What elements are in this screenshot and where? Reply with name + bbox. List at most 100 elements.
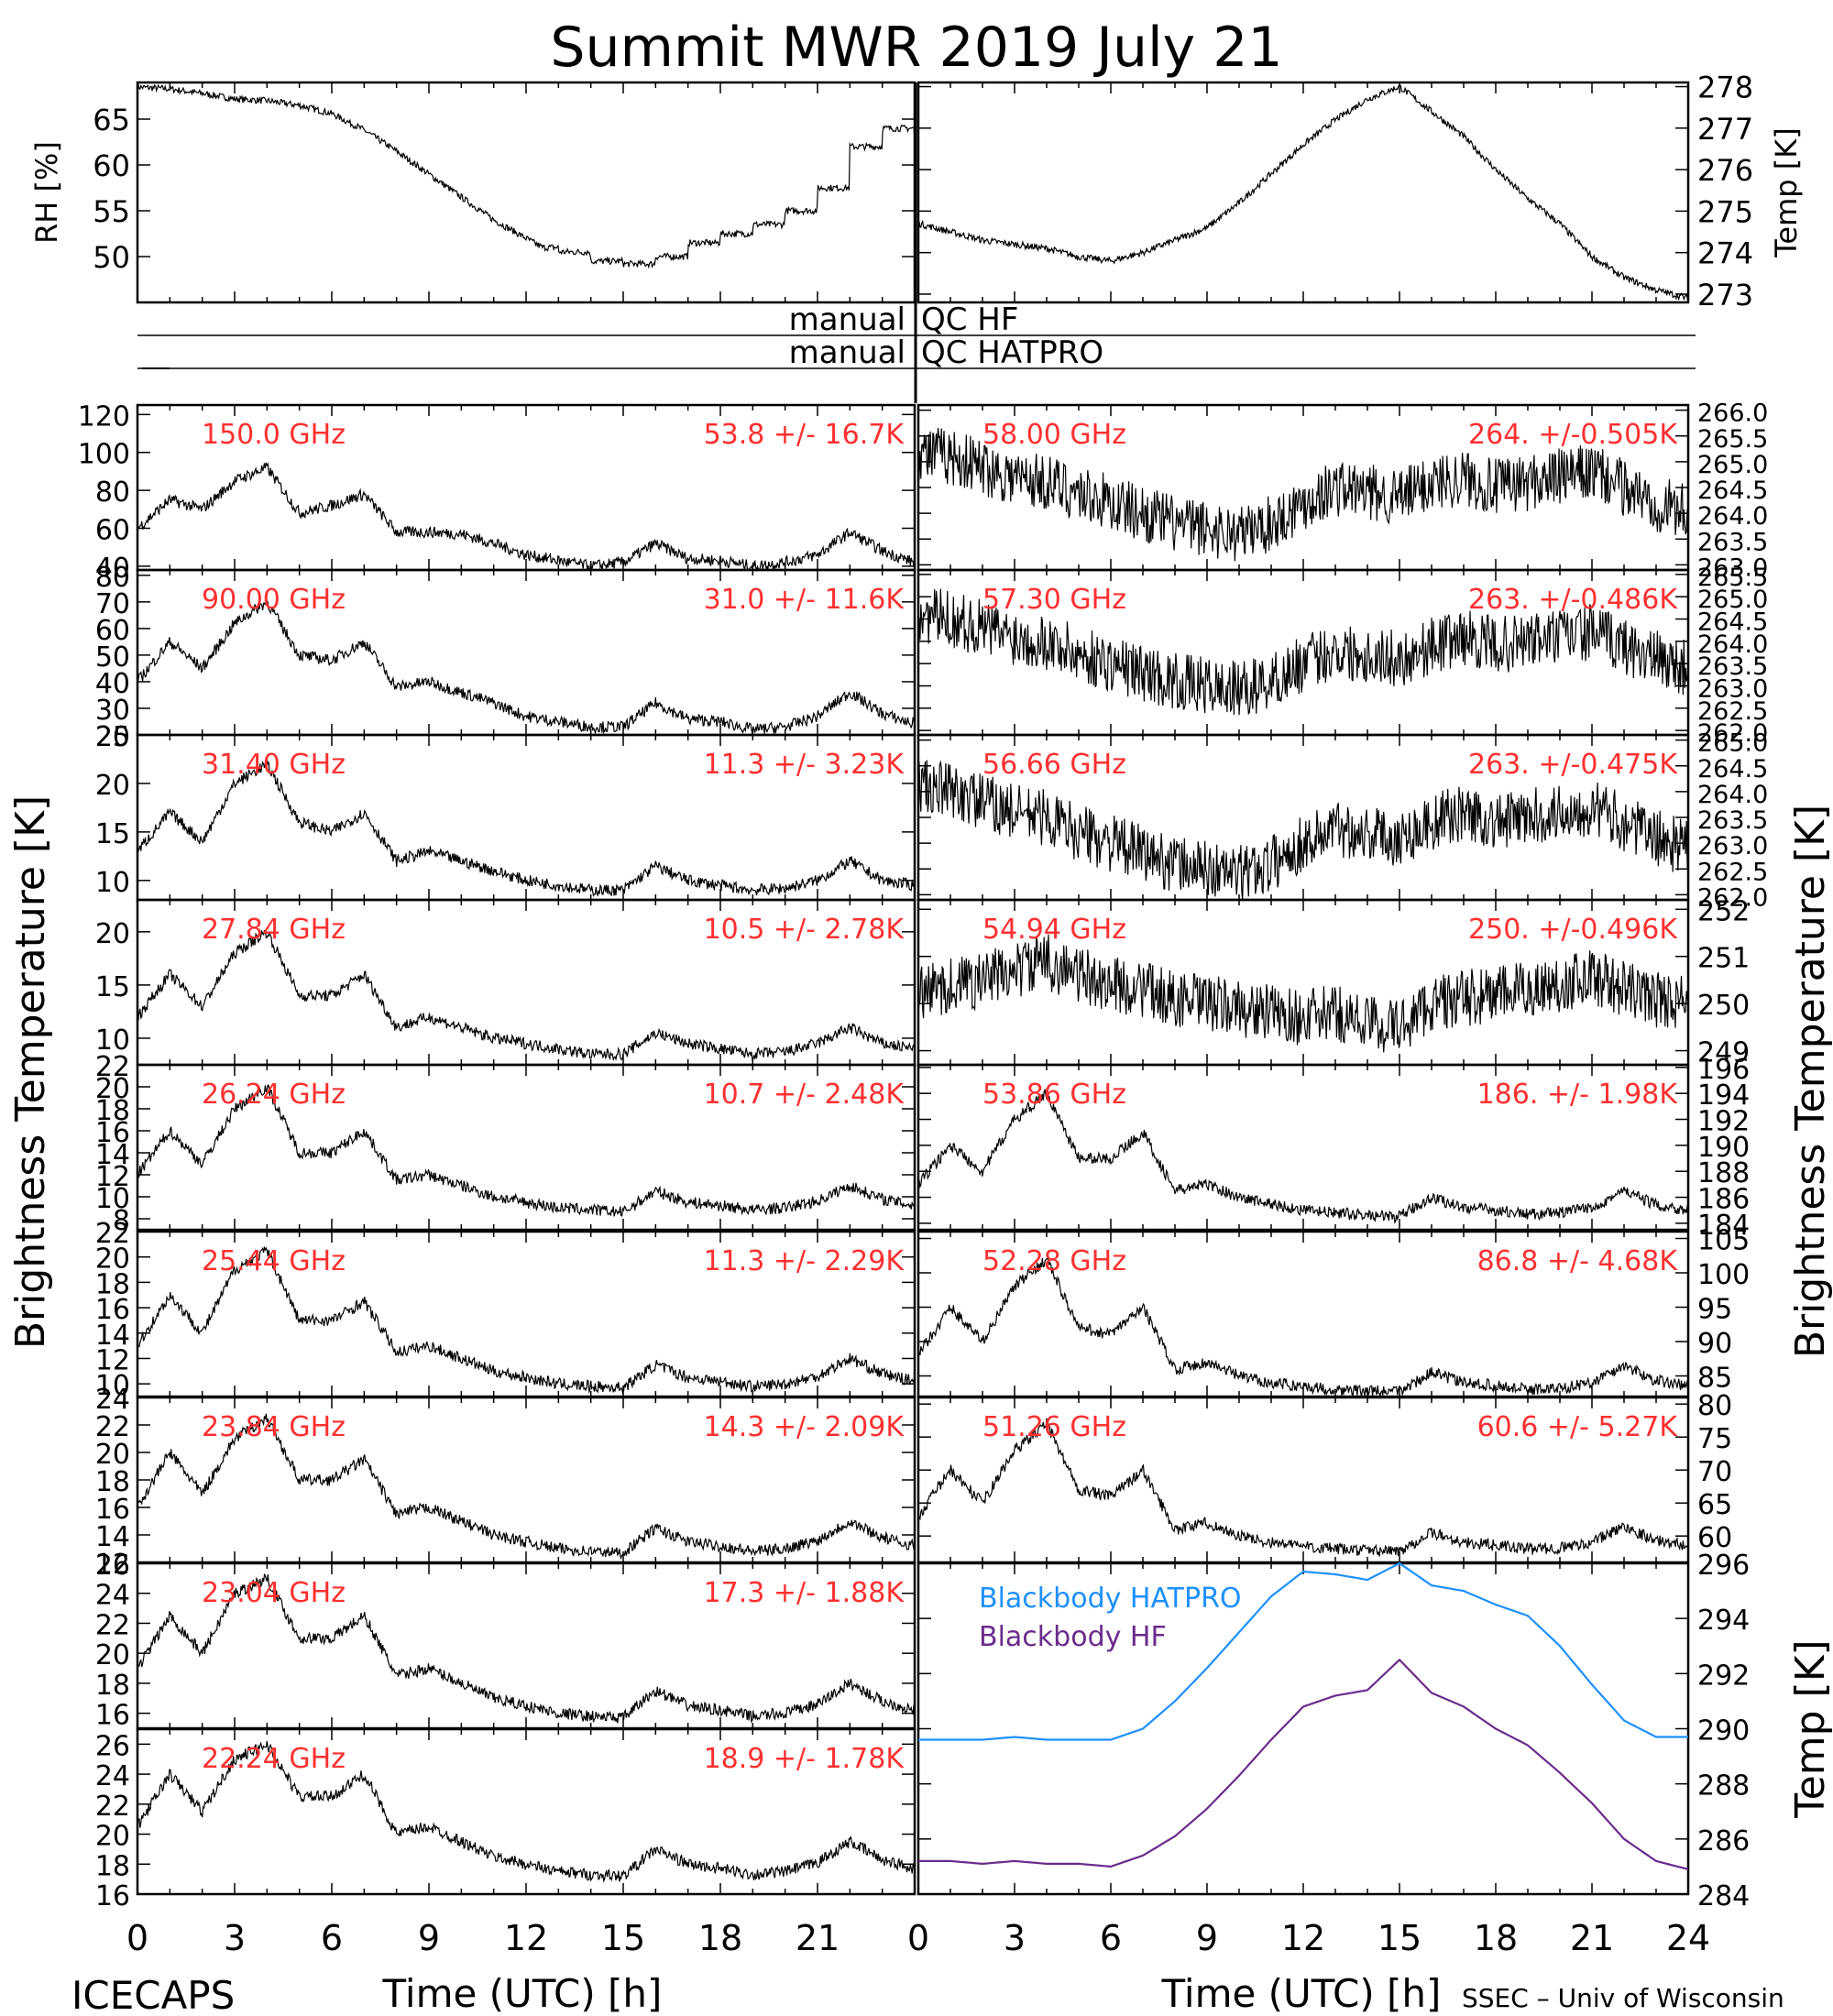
panel-rh: 50 55 60 65 [93, 81, 916, 304]
y-tick-label: 296 [1697, 1550, 1750, 1582]
y-tick-label: 14 [95, 1139, 130, 1171]
y-tick-label: 16 [95, 1494, 130, 1526]
panel-blackbody: 284 286 288 290 292 294 296 [916, 1550, 1750, 1912]
y-tick-label: 263.0 [1697, 674, 1768, 703]
legend-hf: Blackbody HF [979, 1621, 1167, 1653]
y-tick-label: 14 [95, 1320, 130, 1352]
legend-hatpro: Blackbody HATPRO [979, 1583, 1242, 1615]
y-tick-label: 80 [95, 562, 130, 594]
y-tick-label: 265.5 [1697, 425, 1768, 454]
y-tick-label: 12 [95, 1549, 130, 1581]
y-tick-label: 273 [1697, 278, 1753, 312]
channel-label: 25.44 GHz [202, 1245, 346, 1277]
y-tick-label: 286 [1697, 1825, 1750, 1857]
channel-stat: 263. +/-0.475K [1468, 749, 1678, 781]
temp-ylabel: Temp [K] [1769, 127, 1804, 257]
blackbody-ylabel: Temp [K] [1787, 1639, 1833, 1818]
x-tick-label: 21 [1570, 1918, 1614, 1958]
y-tick-label: 85 [1697, 1363, 1732, 1395]
y-tick-label: 10 [95, 1183, 130, 1215]
x-tick-label: 12 [1281, 1918, 1325, 1958]
y-tick-label: 190 [1697, 1132, 1750, 1164]
series-line [917, 934, 1689, 1053]
y-tick-label: 60 [1697, 1522, 1732, 1554]
rh-ylabel: RH [%] [29, 141, 64, 244]
y-tick-label: 100 [78, 439, 130, 471]
y-tick-label: 105 [1697, 1225, 1750, 1257]
y-tick-label: 274 [1697, 236, 1753, 271]
series-line [918, 1658, 1689, 1870]
x-tick-label: 0 [126, 1918, 148, 1958]
y-tick-label: 10 [95, 1370, 130, 1402]
channel-stat: 31.0 +/- 11.6K [704, 584, 906, 616]
y-tick-label: 263.5 [1697, 806, 1768, 835]
y-tick-label: 60 [93, 148, 130, 183]
y-tick-label: 278 [1697, 71, 1753, 105]
y-tick-label: 16 [95, 1700, 130, 1732]
y-tick-label: 20 [95, 1821, 130, 1853]
channel-stat: 263. +/-0.486K [1468, 584, 1678, 616]
channel-stat: 53.8 +/- 16.7K [704, 419, 906, 451]
figure-title: Summit MWR 2019 July 21 [550, 16, 1282, 80]
y-tick-label: 24 [95, 1580, 130, 1612]
qc-row2-left: manual [789, 334, 906, 371]
series-line [137, 462, 916, 573]
y-tick-label: 40 [95, 668, 130, 700]
x-label-right: Time (UTC) [h] [1161, 1971, 1442, 2016]
y-tick-label: 22 [95, 1218, 130, 1250]
y-tick-label: 263.0 [1697, 832, 1768, 860]
panel-frame [916, 81, 1690, 304]
y-tick-label: 265.0 [1697, 451, 1768, 479]
y-tick-label: 24 [95, 1760, 130, 1792]
panel-150-0-ghz: 40 60 80 100 120 150.0 GHz 53.8 +/- 16.7K [78, 400, 916, 585]
y-tick-label: 26 [95, 1550, 130, 1582]
panel-57-30-ghz: 262.0262.5263.0263.5264.0264.5265.0265.5… [916, 564, 1768, 748]
x-tick-label: 12 [504, 1918, 548, 1958]
y-tick-label: 22 [95, 1609, 130, 1641]
channel-label: 53.86 GHz [982, 1079, 1126, 1111]
y-tick-label: 20 [95, 1073, 130, 1105]
y-tick-label: 196 [1697, 1054, 1750, 1086]
y-tick-label: 264.5 [1697, 755, 1768, 783]
y-tick-label: 252 [1697, 895, 1750, 927]
y-tick-label: 263.5 [1697, 528, 1768, 556]
y-tick-label: 15 [95, 818, 130, 850]
series-line [917, 1088, 1689, 1224]
y-tick-label: 20 [95, 770, 130, 802]
x-tick-label: 21 [796, 1918, 840, 1958]
qc-row1-right: QC HF [921, 301, 1018, 338]
channel-stat: 250. +/-0.496K [1468, 914, 1678, 946]
series-line [917, 588, 1689, 716]
x-tick-label: 6 [1100, 1918, 1122, 1958]
x-tick-label: 18 [1474, 1918, 1518, 1958]
y-tick-label: 194 [1697, 1079, 1750, 1112]
channel-stat: 86.8 +/- 4.68K [1477, 1245, 1679, 1277]
channel-label: 57.30 GHz [982, 584, 1126, 616]
y-tick-label: 262.5 [1697, 858, 1768, 886]
y-tick-label: 265.5 [1697, 564, 1768, 592]
y-tick-label: 65 [93, 103, 130, 137]
y-tick-label: 22 [95, 1411, 130, 1443]
y-tick-label: 120 [78, 400, 130, 433]
channel-stat: 10.7 +/- 2.48K [704, 1079, 906, 1111]
channel-label: 26.24 GHz [202, 1079, 346, 1111]
x-label-left: Time (UTC) [h] [382, 1971, 663, 2016]
series-line [137, 758, 916, 897]
series-line [917, 760, 1689, 901]
y-tick-label: 95 [1697, 1294, 1732, 1326]
y-tick-label: 65 [1697, 1489, 1732, 1521]
series-line [137, 1246, 916, 1395]
y-tick-label: 262.5 [1697, 697, 1768, 726]
y-tick-label: 22 [95, 1791, 130, 1823]
y-tick-label: 249 [1697, 1037, 1750, 1069]
channel-label: 31.40 GHz [202, 749, 346, 781]
y-tick-label: 250 [1697, 990, 1750, 1022]
right-axis-title: Brightness Temperature [K] [1787, 805, 1833, 1358]
y-tick-label: 18 [95, 1850, 130, 1882]
x-tick-label: 3 [1004, 1918, 1026, 1958]
x-tick-label: 18 [698, 1918, 742, 1958]
